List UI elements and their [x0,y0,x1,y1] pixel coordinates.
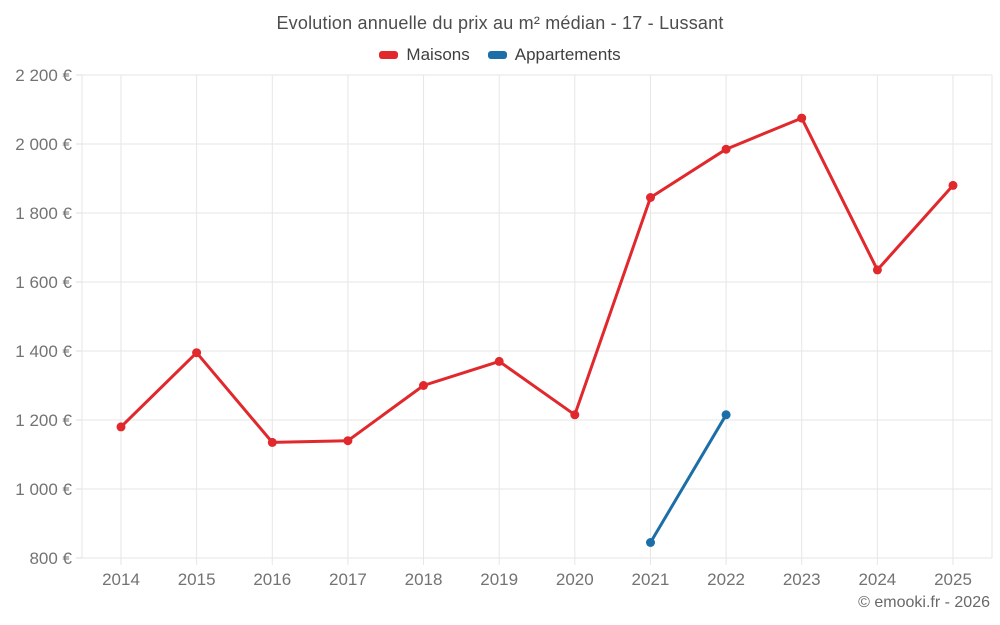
legend-label: Appartements [514,45,621,64]
legend: Maisons Appartements [0,45,1000,65]
legend-swatch-maisons [379,51,399,59]
x-axis-label: 2018 [405,570,443,589]
x-axis-label: 2023 [783,570,821,589]
legend-swatch-appartements [487,51,507,59]
chart-title: Evolution annuelle du prix au m² médian … [276,13,724,33]
x-axis-label: 2024 [858,570,896,589]
data-point-maisons [948,180,958,190]
data-point-maisons [646,193,655,202]
x-axis-label: 2014 [102,570,140,589]
data-point-maisons [872,265,882,275]
y-axis-label: 2 000 € [15,135,72,154]
x-axis-label: 2022 [707,570,745,589]
data-point-maisons [116,422,126,432]
data-point-maisons [721,144,731,154]
x-axis-label: 2015 [178,570,216,589]
legend-label: Maisons [406,45,470,64]
series-line-maisons [119,116,955,444]
x-axis-label: 2017 [329,570,367,589]
y-axis-label: 1 000 € [15,480,72,499]
data-point-maisons [343,436,353,446]
y-axis-label: 1 200 € [15,411,72,430]
y-axis-label: 1 400 € [15,342,72,361]
legend-item-maisons[interactable]: Maisons [379,45,470,65]
x-axis-label: 2021 [632,570,670,589]
data-point-maisons [570,410,580,420]
y-axis-label: 1 800 € [15,204,72,223]
credit-text: © emooki.fr - 2026 [858,594,990,611]
y-axis-label: 2 200 € [15,66,72,85]
y-axis-label: 1 600 € [15,273,72,292]
data-point-appartements [721,410,731,420]
data-point-appartements [646,538,655,547]
data-point-maisons [494,356,504,366]
data-point-maisons [419,381,428,390]
data-point-maisons [267,437,277,447]
x-axis-label: 2019 [480,570,518,589]
data-point-maisons [192,348,202,358]
series-line-appartements [649,413,728,544]
x-axis-label: 2016 [253,570,291,589]
legend-item-appartements[interactable]: Appartements [487,45,621,65]
data-point-maisons [797,113,807,123]
y-axis-label: 800 € [29,549,72,568]
x-axis-label: 2020 [556,570,594,589]
x-axis-label: 2025 [934,570,972,589]
